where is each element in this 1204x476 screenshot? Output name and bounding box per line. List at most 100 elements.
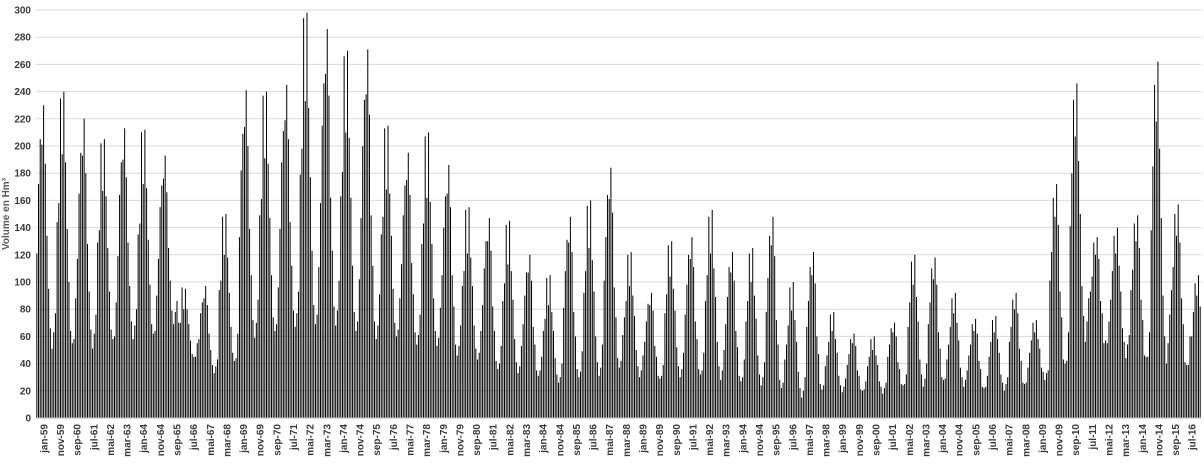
- bar: [944, 378, 946, 418]
- x-tick-label: jan-79: [439, 424, 450, 454]
- y-tick-label: 280: [14, 33, 31, 44]
- bar: [580, 371, 582, 418]
- bar: [470, 257, 472, 418]
- bar: [772, 216, 774, 418]
- bar: [90, 329, 92, 418]
- bar: [85, 173, 87, 418]
- bar: [856, 370, 858, 418]
- x-tick-label: jul-16: [1188, 424, 1199, 452]
- bar: [711, 209, 713, 418]
- bar: [409, 194, 411, 418]
- bar: [360, 218, 362, 418]
- bar: [704, 301, 706, 418]
- bar: [1191, 336, 1193, 418]
- bar: [878, 381, 880, 418]
- bar: [801, 397, 803, 418]
- bar: [1003, 390, 1005, 418]
- bar: [152, 333, 154, 418]
- bar: [916, 296, 917, 418]
- bar: [1106, 343, 1108, 418]
- bar: [227, 257, 229, 418]
- bar: [1069, 226, 1071, 418]
- bar: [639, 377, 641, 418]
- bar: [630, 252, 632, 418]
- bar: [468, 207, 470, 418]
- bar: [937, 332, 939, 418]
- bar: [1044, 379, 1046, 418]
- bar: [384, 128, 386, 418]
- bar: [904, 384, 906, 418]
- bar: [54, 313, 56, 418]
- y-tick-label: 100: [14, 278, 31, 289]
- bar: [527, 272, 529, 418]
- bar: [948, 344, 950, 418]
- x-tick-label: sep-80: [472, 424, 483, 456]
- bar: [640, 370, 642, 418]
- bar: [745, 321, 747, 418]
- bar: [56, 222, 58, 418]
- bar: [181, 287, 183, 418]
- bar: [688, 254, 690, 418]
- bar: [124, 128, 126, 418]
- bar: [294, 326, 296, 418]
- bar: [1194, 283, 1196, 418]
- bar: [456, 355, 458, 418]
- bar: [875, 355, 877, 418]
- bar: [622, 335, 624, 418]
- bar: [1132, 269, 1134, 418]
- bar: [922, 386, 924, 418]
- bar: [664, 313, 666, 418]
- bar: [1067, 332, 1069, 418]
- bar: [627, 254, 629, 418]
- y-tick-label: 140: [14, 223, 31, 234]
- bar: [645, 321, 647, 418]
- bar: [424, 136, 426, 419]
- bar: [195, 356, 197, 418]
- bar: [998, 352, 1000, 418]
- bar: [282, 131, 284, 419]
- bar: [272, 317, 274, 418]
- bar: [380, 234, 382, 418]
- bar: [632, 295, 634, 418]
- bar: [141, 132, 143, 418]
- bar: [51, 348, 53, 418]
- bar: [326, 29, 328, 418]
- bar: [387, 125, 389, 418]
- bar: [301, 148, 303, 418]
- bar: [488, 218, 490, 418]
- bar: [429, 201, 431, 418]
- bar: [444, 196, 446, 418]
- bar: [786, 344, 787, 418]
- bar: [1100, 301, 1102, 418]
- bar: [966, 370, 968, 418]
- bar: [490, 250, 492, 418]
- bar: [341, 171, 343, 418]
- bar: [1002, 382, 1004, 418]
- x-tick-label: mar-93: [722, 424, 733, 457]
- bar: [917, 321, 919, 418]
- bar: [934, 257, 936, 418]
- x-tick-label: jan-09: [1038, 424, 1049, 454]
- x-tick-label: jan-14: [1138, 424, 1149, 454]
- bar: [70, 330, 72, 418]
- bar: [139, 223, 141, 418]
- y-tick-label: 40: [20, 359, 32, 370]
- bar: [1186, 364, 1188, 418]
- bar: [264, 158, 266, 419]
- x-tick-label: nov-99: [855, 424, 866, 457]
- bar: [566, 239, 568, 418]
- bar: [1128, 335, 1130, 418]
- x-tick-label: nov-14: [1154, 424, 1165, 457]
- bar: [671, 241, 673, 418]
- bar: [563, 307, 565, 418]
- bar: [291, 265, 293, 418]
- bar: [164, 155, 166, 418]
- bar: [1169, 314, 1171, 418]
- bar: [517, 373, 519, 418]
- bar: [306, 12, 308, 418]
- bar: [292, 310, 294, 418]
- bar: [710, 253, 712, 418]
- bar: [613, 287, 615, 418]
- x-tick-label: jul-86: [589, 424, 600, 452]
- bar: [394, 322, 396, 418]
